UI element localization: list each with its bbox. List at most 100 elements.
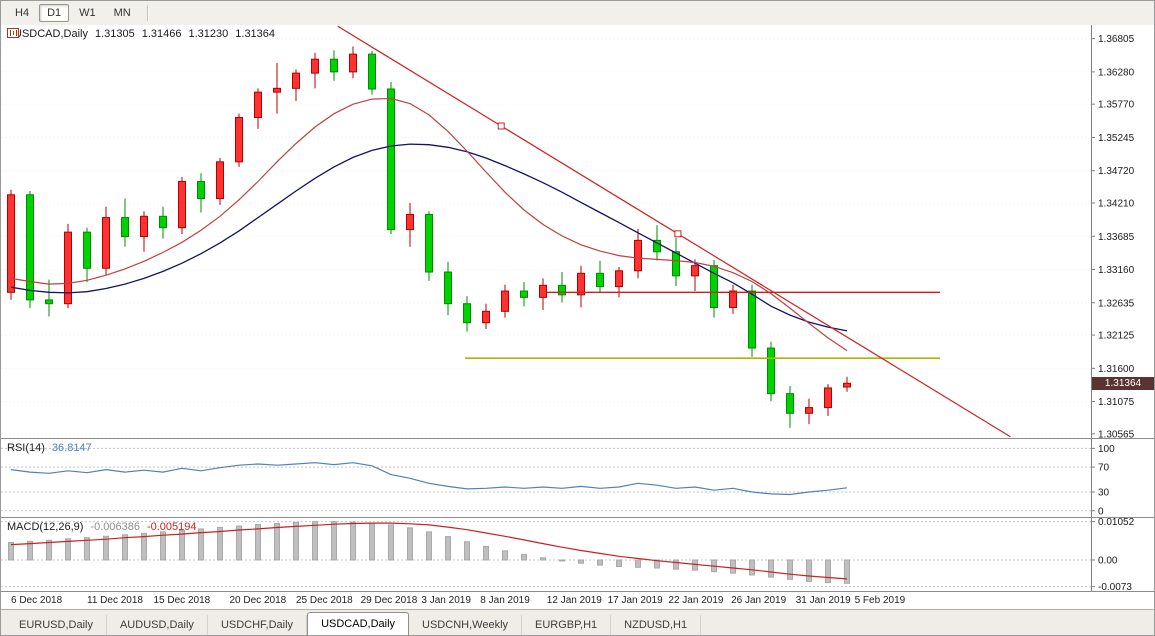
x-axis-label: 26 Jan 2019 bbox=[731, 595, 787, 606]
candle bbox=[159, 215, 167, 229]
macd-bar bbox=[236, 525, 242, 561]
candle bbox=[539, 284, 547, 298]
candle bbox=[102, 217, 110, 269]
macd-bar bbox=[521, 554, 527, 561]
time-axis[interactable]: 6 Dec 2018 11 Dec 2018 15 Dec 2018 20 Dec 2… bbox=[1, 591, 1154, 611]
candle bbox=[748, 290, 756, 349]
candle bbox=[463, 303, 471, 324]
macd-bar bbox=[635, 559, 641, 568]
x-axis-label: 15 Dec 2018 bbox=[153, 595, 211, 606]
macd-bar bbox=[46, 539, 52, 561]
macd-signal-value: -0.005194 bbox=[146, 521, 197, 533]
macd-canvas[interactable]: 0.01052 0.00 -0.0073 bbox=[1, 517, 1155, 593]
timeframe-button-mn[interactable]: MN bbox=[106, 4, 139, 22]
rsi-canvas[interactable]: 100 70 30 0 bbox=[1, 439, 1155, 517]
macd-pane[interactable]: 0.01052 0.00 -0.0073 MACD(12,26,9) -0.0063… bbox=[1, 517, 1155, 593]
candle bbox=[406, 213, 414, 231]
chart-symbol-label: USDCAD,Daily bbox=[14, 28, 88, 40]
macd-bar bbox=[578, 559, 584, 564]
svg-text:30: 30 bbox=[1098, 488, 1110, 499]
candle bbox=[178, 180, 186, 229]
candle bbox=[7, 194, 15, 293]
macd-bar bbox=[654, 559, 660, 569]
timeframe-button-w1[interactable]: W1 bbox=[71, 4, 104, 22]
rsi-label: RSI(14) bbox=[7, 442, 45, 454]
macd-bar bbox=[312, 521, 318, 561]
macd-bar bbox=[293, 521, 299, 561]
candle bbox=[349, 53, 357, 73]
timeframe-button-d1[interactable]: D1 bbox=[39, 4, 70, 22]
candle bbox=[368, 53, 376, 90]
tab-usdchf-daily[interactable]: USDCHF,Daily bbox=[208, 615, 308, 635]
candle bbox=[767, 347, 775, 395]
svg-text:1.32635: 1.32635 bbox=[1098, 298, 1135, 309]
candle bbox=[596, 272, 604, 288]
candle bbox=[729, 290, 737, 309]
candle bbox=[235, 116, 243, 163]
macd-bar bbox=[407, 527, 413, 561]
svg-text:1.31600: 1.31600 bbox=[1098, 364, 1135, 375]
macd-bar bbox=[103, 535, 109, 561]
macd-bar bbox=[616, 559, 622, 568]
main-chart-pane[interactable]: 1.36805 1.36280 1.35770 1.35245 1.34720 1.342… bbox=[1, 25, 1155, 440]
macd-bar bbox=[84, 537, 90, 561]
tab-usdcad-daily[interactable]: USDCAD,Daily bbox=[307, 612, 410, 635]
macd-label: MACD(12,26,9) bbox=[7, 521, 84, 533]
rsi-pane[interactable]: 100 70 30 0 RSI(14) 36.8147 bbox=[1, 438, 1155, 517]
x-axis-label: 5 Feb 2019 bbox=[854, 595, 906, 606]
x-axis-label: 11 Dec 2018 bbox=[87, 595, 143, 606]
candle bbox=[843, 382, 851, 388]
tab-audusd-daily[interactable]: AUDUSD,Daily bbox=[107, 615, 208, 635]
macd-title: MACD(12,26,9) -0.006386 -0.005194 bbox=[7, 521, 197, 533]
trendline-marker bbox=[497, 122, 505, 130]
svg-text:0: 0 bbox=[1098, 506, 1104, 517]
candle bbox=[691, 265, 699, 277]
svg-text:1.33160: 1.33160 bbox=[1098, 265, 1135, 276]
toolbar-separator bbox=[146, 5, 149, 21]
main-chart-canvas[interactable]: 1.36805 1.36280 1.35770 1.35245 1.34720 1.342… bbox=[1, 25, 1155, 440]
candle bbox=[482, 310, 490, 324]
macd-bar bbox=[673, 559, 679, 570]
candle bbox=[786, 393, 794, 414]
macd-bar bbox=[502, 550, 508, 561]
high-value: 1.31466 bbox=[141, 28, 182, 40]
macd-bar bbox=[274, 522, 280, 561]
x-axis-label: 12 Jan 2019 bbox=[546, 595, 602, 606]
open-value: 1.31305 bbox=[94, 28, 135, 40]
macd-bar bbox=[198, 528, 204, 561]
candle bbox=[330, 58, 338, 73]
candle bbox=[824, 387, 832, 409]
candle bbox=[311, 58, 319, 74]
svg-text:-0.0073: -0.0073 bbox=[1098, 582, 1132, 593]
x-axis-label: 6 Dec 2018 bbox=[11, 595, 63, 606]
chart-title: USDCAD,Daily 1.31305 1.31466 1.31230 1.3… bbox=[7, 28, 275, 40]
tab-eurgbp-h1[interactable]: EURGBP,H1 bbox=[522, 615, 612, 635]
macd-bar bbox=[8, 541, 14, 561]
macd-bar bbox=[445, 536, 451, 561]
candle bbox=[558, 284, 566, 296]
x-axis-label: 29 Dec 2018 bbox=[360, 595, 418, 606]
trendline-marker bbox=[674, 230, 682, 238]
tab-nzdusd-h1[interactable]: NZDUSD,H1 bbox=[611, 615, 702, 635]
candle bbox=[444, 271, 452, 305]
macd-bar bbox=[27, 540, 33, 561]
tab-usdcnh-weekly[interactable]: USDCNH,Weekly bbox=[409, 615, 523, 635]
macd-bar bbox=[217, 526, 223, 561]
macd-bar bbox=[749, 559, 755, 576]
macd-bar bbox=[388, 524, 394, 561]
candle bbox=[501, 290, 509, 312]
macd-bar bbox=[350, 521, 356, 561]
macd-bar bbox=[331, 521, 337, 561]
macd-bar bbox=[141, 532, 147, 561]
svg-text:1.32125: 1.32125 bbox=[1098, 331, 1135, 342]
timeframe-button-h4[interactable]: H4 bbox=[7, 4, 37, 22]
x-axis-label: 20 Dec 2018 bbox=[229, 595, 287, 606]
x-axis-label: 8 Jan 2019 bbox=[480, 595, 530, 606]
close-value: 1.31364 bbox=[235, 28, 276, 40]
macd-bar bbox=[844, 559, 850, 584]
svg-text:1.34720: 1.34720 bbox=[1098, 166, 1135, 177]
tab-eurusd-daily[interactable]: EURUSD,Daily bbox=[6, 615, 107, 635]
macd-bar bbox=[369, 522, 375, 561]
candle bbox=[254, 91, 262, 118]
